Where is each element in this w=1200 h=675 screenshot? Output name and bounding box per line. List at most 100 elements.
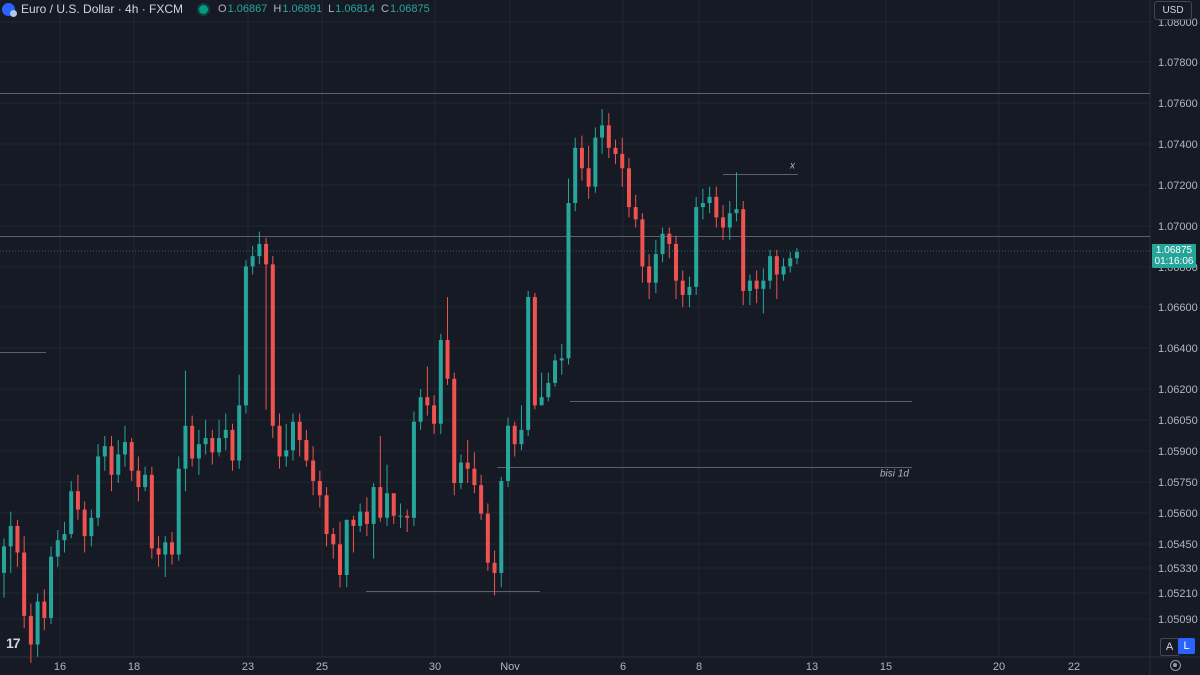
time-tick-label: 18 [128, 661, 140, 673]
candle-body [492, 562, 497, 573]
candle-body [526, 297, 531, 430]
candle [479, 474, 484, 520]
candle [458, 454, 463, 490]
candle-body [196, 444, 201, 459]
candle [747, 274, 752, 306]
candle-body [613, 147, 618, 154]
currency-button[interactable]: USD [1154, 1, 1192, 20]
candle [358, 503, 363, 533]
candle [539, 372, 544, 406]
candle [143, 466, 148, 492]
price-tick-label: 1.05750 [1158, 477, 1198, 489]
price-tick-label: 1.05330 [1158, 563, 1198, 575]
candle-body [116, 454, 121, 475]
candle [344, 519, 349, 588]
candle-body [270, 264, 275, 426]
candle [277, 413, 282, 469]
candle [532, 292, 537, 410]
symbol-title[interactable]: Euro / U.S. Dollar · 4h · FXCM [21, 2, 184, 16]
candle-body [338, 544, 342, 575]
candle [452, 372, 457, 496]
auto-scale-button[interactable]: A [1160, 638, 1179, 656]
ohlc-low: L1.06814 [328, 3, 375, 15]
candle [89, 509, 94, 547]
candle [210, 429, 215, 465]
candle [674, 235, 678, 300]
candle [391, 493, 396, 524]
candle [586, 145, 591, 199]
candle-body [358, 511, 363, 526]
candle-body [109, 446, 114, 475]
candle [109, 436, 114, 492]
tradingview-logo-icon[interactable]: 17 [6, 635, 21, 651]
price-tick-label: 1.07600 [1158, 98, 1198, 110]
candle-body [96, 456, 101, 518]
candle-body [714, 196, 719, 218]
settings-gear-icon[interactable] [1170, 660, 1181, 671]
candle-body [600, 125, 605, 138]
candle [633, 194, 638, 228]
price-tick-label: 1.07400 [1158, 139, 1198, 151]
candle [257, 231, 262, 265]
candle-body [774, 256, 779, 275]
eur-usd-flag-icon [2, 2, 17, 17]
price-tick-label: 1.05210 [1158, 588, 1198, 600]
candle [687, 276, 692, 308]
candle [304, 429, 309, 467]
candle-body [136, 470, 141, 488]
candle [506, 417, 510, 488]
candle-body [741, 209, 746, 291]
candle-body [519, 429, 524, 445]
candle-body [304, 440, 309, 461]
candle [492, 550, 497, 596]
log-scale-button[interactable]: L [1178, 638, 1195, 654]
candle-body [579, 147, 584, 169]
candle [600, 109, 605, 154]
candle [700, 188, 705, 220]
candle [553, 354, 558, 387]
candle-body [351, 519, 356, 526]
candle-body [290, 421, 295, 451]
candle-body [237, 405, 242, 461]
candle [465, 440, 470, 484]
price-tick-label: 1.05600 [1158, 508, 1198, 520]
candle-body [633, 207, 638, 220]
candle [170, 532, 174, 565]
candle [364, 497, 369, 537]
candle-body [761, 280, 766, 289]
candle-body [727, 213, 732, 228]
candle [485, 503, 490, 571]
candle-body [405, 515, 410, 518]
candle-body [203, 438, 208, 445]
candle [714, 186, 719, 228]
candle [640, 213, 645, 283]
time-tick-label: 6 [620, 661, 626, 673]
candle-body [344, 519, 349, 575]
candle [566, 178, 571, 365]
candle [734, 172, 739, 222]
candle-body [458, 462, 463, 484]
candle-body [257, 243, 262, 257]
candle-body [539, 397, 544, 406]
candle-body [149, 474, 154, 549]
candle-body [754, 280, 759, 289]
candle-body [102, 446, 107, 457]
candle-body [667, 233, 672, 244]
candle [149, 466, 154, 559]
candle [55, 530, 60, 567]
candle-body [371, 487, 376, 524]
candle-body [385, 493, 390, 518]
candle [754, 270, 759, 304]
candle-body [559, 358, 564, 361]
price-tick-label: 1.05900 [1158, 446, 1198, 458]
price-tick-label: 1.07800 [1158, 57, 1198, 69]
candle [620, 137, 625, 187]
candle-body [425, 397, 430, 406]
candle-body [794, 252, 799, 259]
candle-body [176, 468, 181, 555]
price-tick-label: 1.07200 [1158, 180, 1198, 192]
candle [297, 413, 302, 457]
candle-body [143, 474, 148, 488]
price-tick-label: 1.08000 [1158, 17, 1198, 29]
